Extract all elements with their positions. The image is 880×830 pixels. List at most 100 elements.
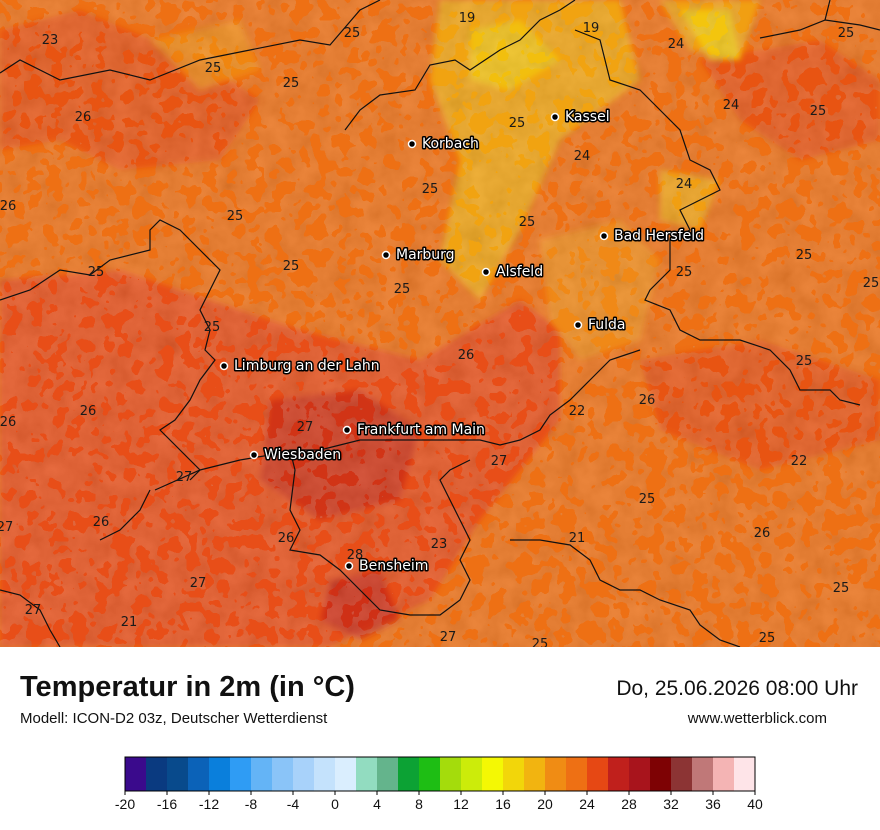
temperature-label: 24: [723, 98, 740, 113]
city-marker[interactable]: Bad Hersfeld: [599, 227, 706, 246]
city-name: Marburg: [396, 247, 455, 263]
city-marker[interactable]: Korbach: [407, 135, 480, 154]
temperature-label: 25: [796, 248, 813, 263]
colorbar-tick-label: 24: [579, 796, 595, 812]
temperature-label: 26: [278, 531, 295, 546]
city-name: Limburg an der Lahn: [234, 358, 380, 374]
temperature-label: 26: [754, 526, 771, 541]
field-texture: [0, 0, 880, 647]
colorbar-swatch: [167, 757, 189, 791]
temperature-label: 22: [569, 404, 586, 419]
website-url: www.wetterblick.com: [687, 710, 827, 727]
temperature-label: 25: [227, 209, 244, 224]
city-name: Bensheim: [359, 558, 428, 574]
city-marker[interactable]: Bensheim: [344, 557, 430, 576]
city-marker[interactable]: Wiesbaden: [249, 446, 343, 465]
city-dot-icon: [381, 250, 391, 260]
city-dot-icon: [249, 450, 259, 460]
colorbar-swatch: [188, 757, 210, 791]
city-name: Wiesbaden: [264, 447, 341, 463]
colorbar-tick-label: -12: [199, 796, 219, 812]
colorbar-tick-label: 36: [705, 796, 721, 812]
temperature-label: 22: [791, 454, 808, 469]
city-name: Kassel: [565, 109, 610, 125]
colorbar-swatch: [461, 757, 483, 791]
temperature-label: 25: [676, 265, 693, 280]
colorbar-swatch: [692, 757, 714, 791]
temperature-label: 25: [394, 282, 411, 297]
temperature-label: 26: [458, 348, 475, 363]
colorbar-swatch: [251, 757, 273, 791]
temperature-label: 25: [519, 215, 536, 230]
colorbar-swatch: [734, 757, 756, 791]
temperature-label: 24: [574, 149, 591, 164]
colorbar-swatch: [419, 757, 441, 791]
temperature-label: 27: [297, 420, 314, 435]
city-marker[interactable]: Frankfurt am Main: [342, 421, 486, 440]
colorbar-swatch: [314, 757, 336, 791]
colorbar-swatch: [545, 757, 567, 791]
colorbar-swatch: [440, 757, 462, 791]
city-name: Fulda: [588, 317, 626, 333]
colorbar-swatch: [713, 757, 735, 791]
temperature-label: 24: [668, 37, 685, 52]
city-marker[interactable]: Alsfeld: [481, 263, 545, 282]
city-name: Alsfeld: [496, 264, 543, 280]
temperature-label: 26: [0, 199, 16, 214]
temperature-label: 19: [583, 21, 600, 36]
colorbar-swatch: [377, 757, 399, 791]
temperature-label: 24: [676, 177, 693, 192]
temperature-label: 25: [759, 631, 776, 646]
city-dot-icon: [342, 425, 352, 435]
state-borders: [0, 0, 880, 648]
colorbar-swatch: [608, 757, 630, 791]
city-markers: Kassel Korbach Bad Hersfeld Marburg Alsfeld F…: [219, 108, 706, 576]
temperature-label: 25: [88, 265, 105, 280]
city-marker[interactable]: Kassel: [550, 108, 611, 127]
temperature-label: 25: [833, 581, 850, 596]
colorbar-swatch: [524, 757, 546, 791]
colorbar-border: [124, 756, 756, 792]
city-dot-icon: [219, 361, 229, 371]
temperature-label: 26: [0, 415, 16, 430]
model-info: Modell: ICON-D2 03z, Deutscher Wetterdie…: [20, 710, 328, 727]
city-name: Frankfurt am Main: [357, 422, 485, 438]
temperature-label: 28: [347, 548, 364, 563]
colorbar-swatch: [482, 757, 504, 791]
temperature-label: 19: [459, 11, 476, 26]
temperature-label: 27: [491, 454, 508, 469]
colorbar-swatch: [209, 757, 231, 791]
temperature-label: 27: [25, 603, 42, 618]
city-marker[interactable]: Fulda: [573, 316, 627, 335]
colorbar-swatch: [503, 757, 525, 791]
temperature-label: 25: [283, 76, 300, 91]
colorbar-swatch: [125, 757, 147, 791]
colorbar-swatch: [335, 757, 357, 791]
city-marker[interactable]: Limburg an der Lahn: [219, 357, 381, 376]
temperature-label: 25: [810, 104, 827, 119]
colorbar-tick-label: -20: [115, 796, 135, 812]
city-dot-icon: [573, 320, 583, 330]
city-dot-icon: [481, 267, 491, 277]
temperature-label: 25: [639, 492, 656, 507]
colorbar-tick-label: 28: [621, 796, 637, 812]
temperature-label: 25: [532, 637, 549, 647]
city-name: Bad Hersfeld: [614, 228, 704, 244]
city-dot-icon: [599, 231, 609, 241]
colorbar-swatch: [566, 757, 588, 791]
temperature-label: 23: [42, 33, 59, 48]
footer-panel: Temperatur in 2m (in °C) Modell: ICON-D2…: [0, 647, 880, 830]
temperature-label: 27: [176, 470, 193, 485]
temperature-label: 23: [431, 537, 448, 552]
city-marker[interactable]: Marburg: [381, 246, 456, 265]
city-dot-icon: [550, 112, 560, 122]
temperature-label: 25: [205, 61, 222, 76]
temperature-label: 27: [440, 630, 457, 645]
temperature-label: 25: [344, 26, 361, 41]
map-canvas: 19 19 23 25 24 25 25 25 24 25 26 25 24 24 25 26 25 25 25 25…: [0, 0, 880, 652]
temperature-label: 25: [838, 26, 855, 41]
colorbar-swatch: [272, 757, 294, 791]
colorbar-swatch: [650, 757, 672, 791]
temperature-label: 26: [93, 515, 110, 530]
colorbar-swatch: [629, 757, 651, 791]
